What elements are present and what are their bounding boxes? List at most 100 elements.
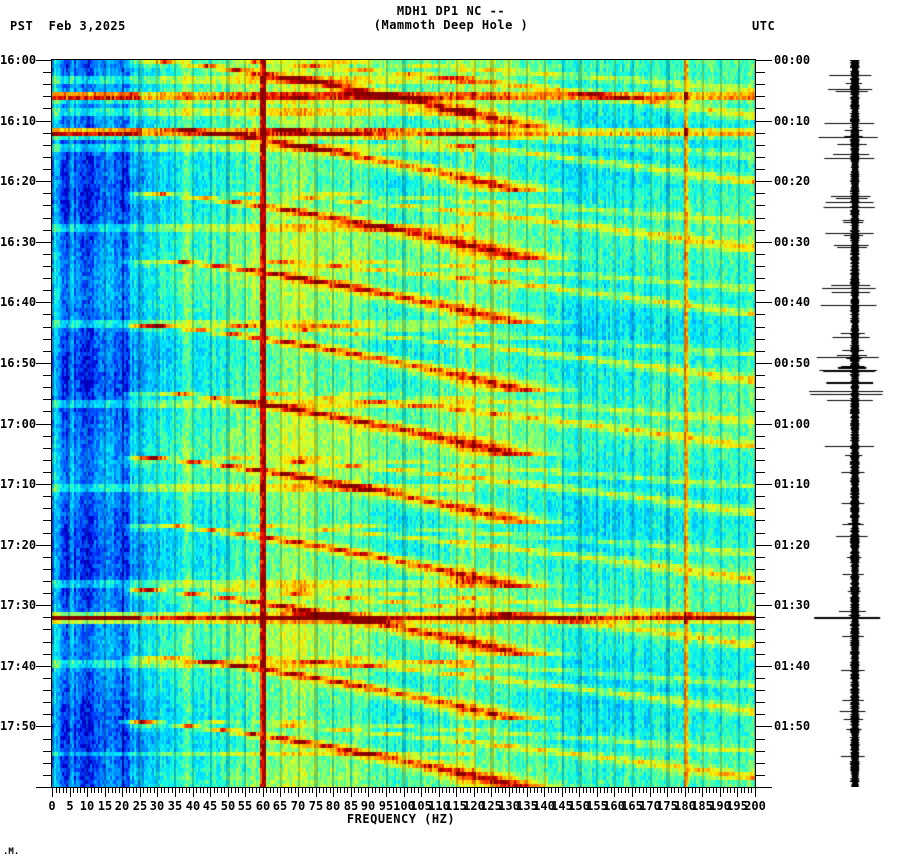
utc-time-tick — [756, 424, 772, 425]
utc-time-tick — [756, 678, 765, 679]
frequency-tick — [358, 788, 359, 793]
frequency-tick — [551, 788, 552, 793]
utc-label: UTC — [752, 19, 776, 33]
plot-top-border — [51, 59, 756, 60]
pst-time-tick — [36, 363, 52, 364]
frequency-tick — [319, 788, 320, 793]
pst-time-tick — [43, 314, 52, 315]
frequency-tick-label: 30 — [149, 799, 165, 813]
frequency-tick-label: 95 — [378, 799, 394, 813]
frequency-tick — [80, 788, 81, 793]
frequency-axis-line — [51, 787, 756, 788]
frequency-tick-label: 135 — [516, 799, 538, 813]
frequency-tick — [456, 788, 457, 797]
utc-time-label: 01:10 — [774, 477, 811, 491]
frequency-tick — [667, 788, 668, 797]
frequency-tick — [716, 788, 717, 793]
frequency-tick — [544, 788, 545, 797]
frequency-tick — [681, 788, 682, 793]
title-block: MDH1 DP1 NC -- (Mammoth Deep Hole ) — [0, 4, 902, 32]
frequency-tick-label: 55 — [237, 799, 253, 813]
frequency-tick — [161, 788, 162, 793]
utc-time-tick — [756, 121, 772, 122]
frequency-tick-label: 180 — [674, 799, 696, 813]
pst-time-label: 16:10 — [0, 114, 37, 128]
frequency-tick — [474, 788, 475, 797]
utc-time-tick — [756, 266, 765, 267]
frequency-tick — [263, 788, 264, 797]
frequency-tick — [607, 788, 608, 793]
frequency-tick — [298, 788, 299, 797]
pst-time-tick — [43, 436, 52, 437]
pst-time-tick — [43, 96, 52, 97]
pst-time-tick — [43, 375, 52, 376]
spectrogram-plot[interactable] — [52, 60, 755, 787]
frequency-tick — [435, 788, 436, 793]
frequency-tick — [502, 788, 503, 793]
frequency-tick — [481, 788, 482, 793]
frequency-tick — [143, 788, 144, 793]
station-subtitle: (Mammoth Deep Hole ) — [373, 18, 529, 32]
utc-time-tick — [756, 314, 765, 315]
pst-time-label: 16:30 — [0, 235, 37, 249]
frequency-tick — [330, 788, 331, 793]
frequency-tick — [586, 788, 587, 793]
frequency-tick — [207, 788, 208, 793]
utc-time-tick — [756, 448, 765, 449]
frequency-tick-label: 125 — [480, 799, 502, 813]
frequency-tick-label: 10 — [79, 799, 95, 813]
pst-time-tick — [43, 157, 52, 158]
frequency-tick-label: 170 — [639, 799, 661, 813]
frequency-tick — [291, 788, 292, 793]
frequency-tick — [200, 788, 201, 793]
utc-time-tick — [756, 751, 765, 752]
pst-time-tick — [43, 690, 52, 691]
pst-time-tick — [43, 327, 52, 328]
frequency-tick — [414, 788, 415, 793]
utc-time-tick — [756, 629, 765, 630]
pst-time-tick — [43, 266, 52, 267]
frequency-tick-label: 85 — [343, 799, 359, 813]
frequency-tick — [428, 788, 429, 793]
pst-time-tick — [43, 763, 52, 764]
frequency-tick — [512, 788, 513, 793]
pst-time-tick — [43, 133, 52, 134]
utc-time-tick — [756, 363, 772, 364]
frequency-tick — [73, 788, 74, 793]
frequency-tick — [270, 788, 271, 793]
frequency-tick — [583, 788, 584, 793]
frequency-tick — [611, 788, 612, 793]
utc-time-tick — [756, 387, 765, 388]
utc-time-tick — [756, 508, 765, 509]
frequency-tick — [393, 788, 394, 793]
utc-time-label: 00:30 — [774, 235, 811, 249]
pst-time-label: 16:50 — [0, 356, 37, 370]
pst-time-tick — [43, 496, 52, 497]
utc-time-tick — [756, 339, 765, 340]
utc-time-tick — [756, 496, 765, 497]
frequency-tick — [52, 788, 53, 797]
utc-time-tick — [756, 654, 765, 655]
frequency-tick — [175, 788, 176, 797]
frequency-tick — [685, 788, 686, 797]
frequency-tick — [460, 788, 461, 793]
frequency-tick-label: 185 — [691, 799, 713, 813]
frequency-tick — [664, 788, 665, 793]
utc-time-tick — [756, 775, 765, 776]
pst-time-tick — [36, 545, 52, 546]
frequency-tick — [112, 788, 113, 793]
pst-time-label: 17:40 — [0, 659, 37, 673]
frequency-tick — [646, 788, 647, 793]
utc-time-tick — [756, 60, 772, 61]
frequency-tick — [140, 788, 141, 797]
pst-time-tick — [43, 775, 52, 776]
utc-time-tick — [756, 133, 765, 134]
pst-time-tick — [43, 145, 52, 146]
pst-time-tick — [43, 751, 52, 752]
frequency-tick — [266, 788, 267, 793]
utc-time-tick — [756, 690, 765, 691]
pst-time-tick — [43, 205, 52, 206]
frequency-tick — [256, 788, 257, 793]
frequency-tick — [702, 788, 703, 797]
frequency-tick — [164, 788, 165, 793]
